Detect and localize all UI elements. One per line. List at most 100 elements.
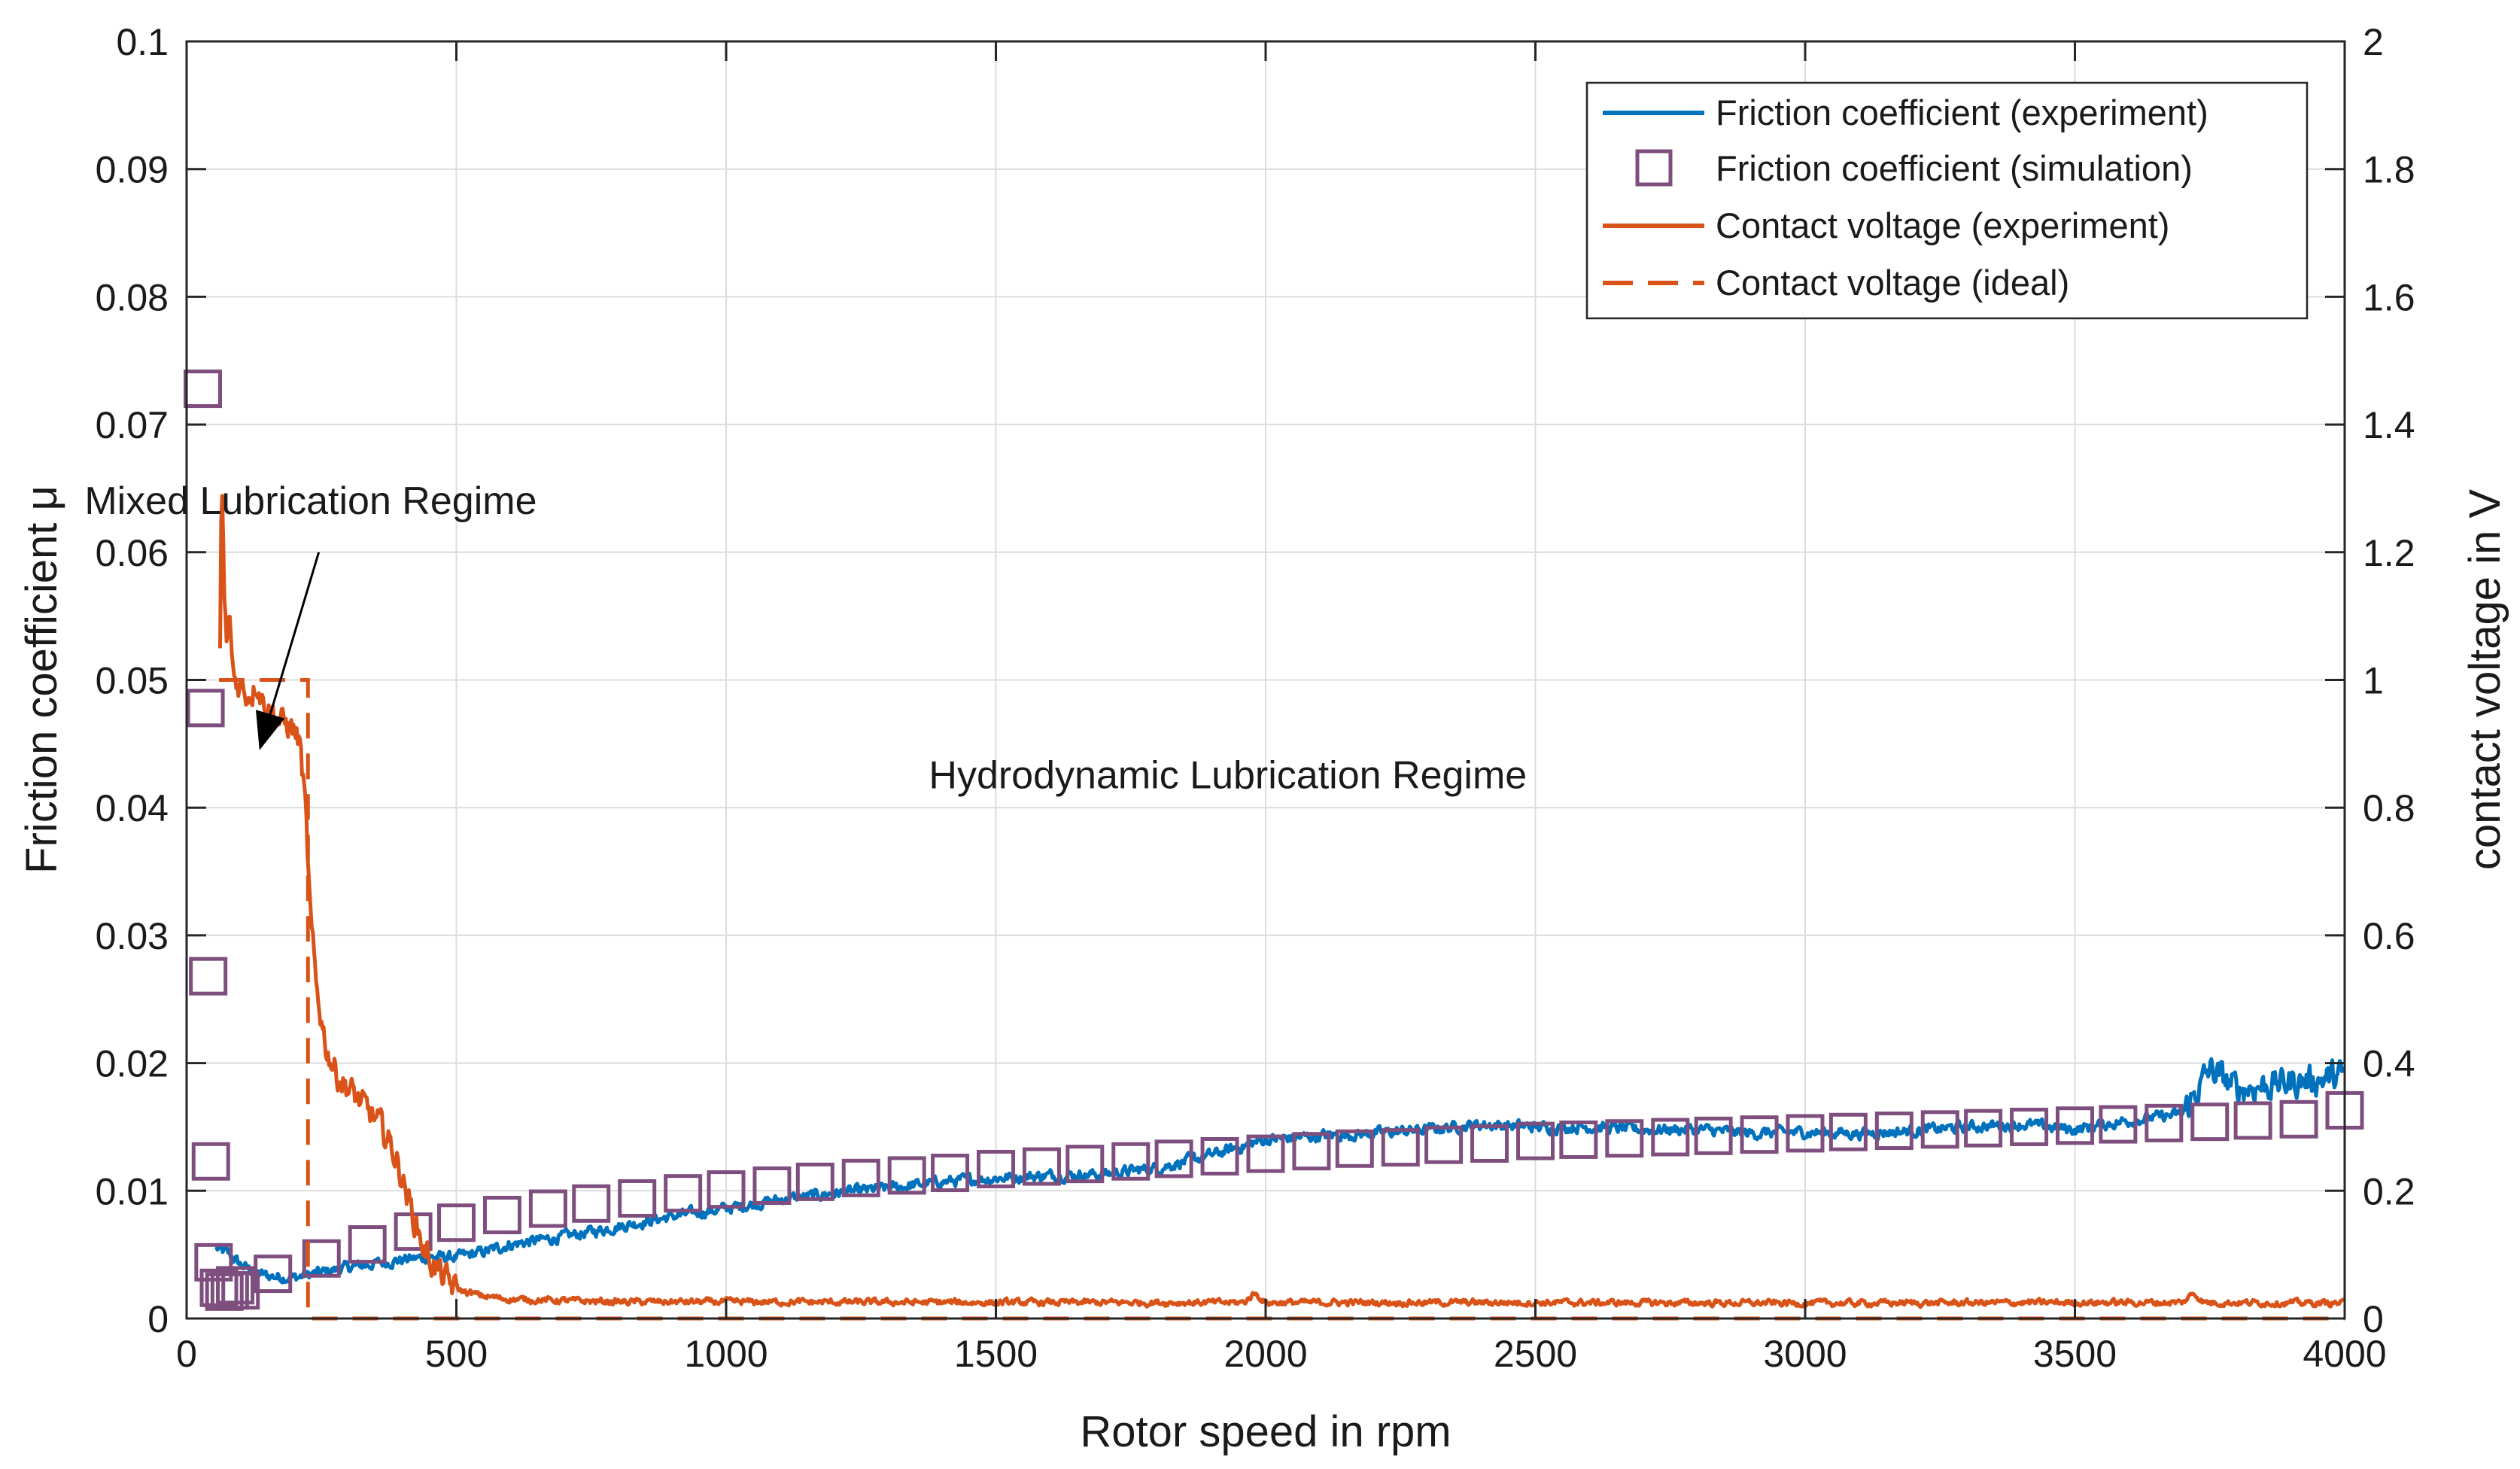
simulation-marker: [302, 1239, 341, 1278]
simulation-marker: [2279, 1099, 2318, 1139]
simulation-marker: [1335, 1129, 1374, 1168]
simulation-marker: [1424, 1125, 1464, 1164]
y-right-tick-label: 0.6: [2363, 915, 2415, 957]
simulation-marker: [841, 1158, 880, 1197]
simulation-marker: [1154, 1139, 1193, 1179]
y-right-tick-label: 0.4: [2363, 1043, 2415, 1085]
simulation-marker: [1065, 1145, 1105, 1184]
simulation-marker: [2233, 1101, 2272, 1140]
x-tick-label: 3000: [1763, 1333, 1847, 1375]
annotation-arrow-shaft: [269, 552, 321, 715]
y-left-tick-label: 0.07: [96, 404, 169, 446]
annotation-arrow-head: [255, 710, 285, 750]
simulation-marker: [1920, 1110, 1959, 1149]
annotation-text: Mixed Lubrication Regime: [84, 479, 537, 523]
y-left-tick-label: 0.01: [96, 1170, 169, 1212]
simulation-marker: [1605, 1119, 1644, 1158]
simulation-marker: [572, 1184, 611, 1223]
x-tick-label: 2500: [1494, 1333, 1577, 1375]
simulation-marker: [1559, 1120, 1598, 1159]
series-line-voltage-experiment: [218, 494, 2346, 1309]
x-tick-label: 4000: [2303, 1333, 2386, 1375]
simulation-marker: [1246, 1134, 1285, 1173]
simulation-marker: [216, 1266, 255, 1305]
x-tick-label: 0: [176, 1333, 197, 1375]
simulation-marker: [254, 1255, 293, 1294]
ticks: 0 500 1000 1500 2000 2500 3000 3500 400000.010.0…: [96, 21, 2415, 1375]
simulation-marker: [2099, 1105, 2138, 1144]
simulation-marker: [618, 1179, 657, 1218]
simulation-marker: [2056, 1106, 2094, 1145]
simulation-marker: [1874, 1112, 1914, 1151]
simulation-marker: [348, 1225, 387, 1264]
y-right-tick-label: 1.6: [2363, 276, 2415, 318]
y-left-tick-label: 0.03: [96, 915, 169, 957]
legend: Friction coefficient (experiment) Fricti…: [1585, 81, 2309, 320]
y-left-tick-label: 0.09: [96, 149, 169, 191]
y-right-tick-label: 0.8: [2363, 787, 2415, 829]
simulation-marker: [1292, 1132, 1331, 1171]
simulation-marker: [1516, 1121, 1555, 1160]
y-right-tick-label: 1.4: [2363, 404, 2415, 446]
simulation-marker: [1200, 1136, 1239, 1176]
simulation-marker: [887, 1156, 926, 1195]
simulation-marker: [1694, 1116, 1733, 1155]
y-left-tick-label: 0.06: [96, 532, 169, 574]
simulation-marker: [1111, 1142, 1151, 1181]
simulation-marker: [482, 1196, 521, 1235]
legend-label-friction-experiment: Friction coefficient (experiment): [1716, 93, 2208, 132]
simulation-marker: [977, 1149, 1015, 1188]
x-tick-label: 2000: [1224, 1333, 1307, 1375]
y-axis-left-label: Friction coefficient μ: [17, 485, 66, 874]
simulation-marker: [1022, 1147, 1061, 1186]
y-right-tick-label: 0.2: [2363, 1170, 2415, 1212]
simulation-marker: [437, 1203, 476, 1242]
simulation-marker: [707, 1170, 746, 1209]
legend-label-voltage-ideal: Contact voltage (ideal): [1716, 263, 2069, 303]
simulation-marker: [191, 1142, 230, 1181]
y-right-tick-label: 1.2: [2363, 532, 2415, 574]
simulation-marker: [931, 1154, 970, 1193]
simulation-marker: [1470, 1124, 1509, 1163]
simulation-marker: [1740, 1115, 1779, 1154]
simulation-marker: [2190, 1103, 2230, 1142]
simulation-marker: [186, 689, 225, 728]
legend-label-friction-simulation: Friction coefficient (simulation): [1716, 148, 2193, 188]
annotation-text: Hydrodynamic Lubrication Regime: [929, 754, 1527, 798]
legend-label-voltage-experiment: Contact voltage (experiment): [1716, 205, 2169, 245]
y-left-tick-label: 0.1: [116, 21, 169, 63]
legend-box: [1585, 81, 2309, 320]
simulation-marker: [1964, 1109, 2003, 1148]
series-line-voltage-ideal: [219, 678, 2345, 1321]
simulation-marker: [528, 1189, 567, 1228]
simulation-marker: [189, 957, 228, 996]
y-left-tick-label: 0.05: [96, 660, 169, 702]
y-right-tick-label: 1.8: [2363, 149, 2415, 191]
y-right-tick-label: 2: [2363, 21, 2384, 63]
simulation-marker: [1786, 1114, 1825, 1153]
simulation-marker: [795, 1162, 834, 1201]
y-right-tick-label: 1: [2363, 660, 2384, 702]
simulation-marker: [2145, 1103, 2184, 1142]
x-tick-label: 1500: [954, 1333, 1038, 1375]
simulation-marker: [1828, 1112, 1868, 1151]
simulation-marker: [2010, 1107, 2049, 1146]
simulation-marker: [752, 1166, 792, 1206]
x-tick-label: 500: [425, 1333, 488, 1375]
y-right-tick-label: 0: [2363, 1298, 2384, 1340]
y-left-tick-label: 0.04: [96, 787, 169, 829]
annotations: Mixed Lubrication Regime Hydrodynamic Lub…: [84, 479, 1527, 798]
y-left-tick-label: 0.02: [96, 1043, 169, 1085]
legend-swatch-friction-simulation: [1635, 149, 1673, 187]
x-tick-label: 1000: [684, 1333, 768, 1375]
series-layer: [184, 370, 2364, 1321]
simulation-marker: [1381, 1128, 1420, 1167]
x-tick-label: 3500: [2033, 1333, 2117, 1375]
x-axis-label: Rotor speed in rpm: [1080, 1407, 1451, 1456]
y-left-tick-label: 0.08: [96, 276, 169, 318]
simulation-marker: [1651, 1118, 1690, 1157]
simulation-marker: [664, 1174, 703, 1213]
y-left-tick-label: 0: [147, 1298, 169, 1340]
y-axis-right-label: contact voltage in V: [2461, 489, 2509, 871]
